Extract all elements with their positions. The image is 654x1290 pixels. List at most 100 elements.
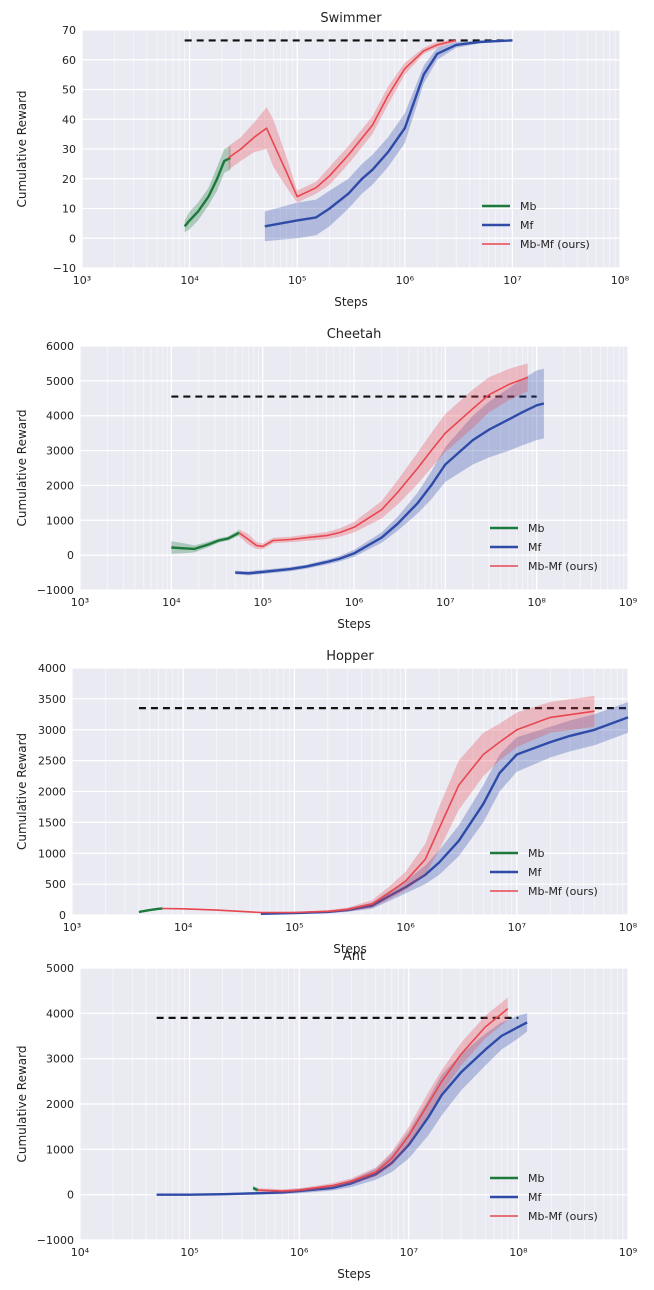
- y-tick-label: −1000: [37, 1234, 74, 1247]
- line-mb: [138, 907, 163, 914]
- y-tick-label: 2000: [46, 1098, 74, 1111]
- x-axis-label: Steps: [334, 295, 368, 309]
- band-mf: [260, 702, 628, 915]
- y-tick-label: 1000: [46, 1143, 74, 1156]
- y-axis-label: Cumulative Reward: [15, 91, 29, 208]
- y-tick-label: 4000: [46, 1007, 74, 1020]
- line-mb-mf-ours-: [228, 39, 457, 198]
- x-tick-label: 10³: [63, 921, 81, 934]
- x-tick-label: 10⁷: [400, 1246, 418, 1259]
- x-tick-label: 10⁸: [527, 596, 546, 609]
- y-tick-label: 3500: [38, 693, 66, 706]
- y-tick-label: 1000: [46, 514, 74, 527]
- x-tick-label: 10⁴: [180, 274, 199, 287]
- y-tick-label: 5000: [46, 962, 74, 975]
- x-tick-label: 10⁷: [503, 274, 521, 287]
- x-tick-label: 10⁶: [290, 1246, 309, 1259]
- x-tick-label: 10⁸: [611, 274, 630, 287]
- chart-hopper: 10³ 10⁴ 10⁵ 10⁶ 10⁷ 10⁸ 0 500 1000 1500 2000 2500 30…: [15, 649, 638, 956]
- y-tick-label: 10: [62, 203, 76, 216]
- legend-entry: Mb: [520, 200, 536, 213]
- chart-ant: 10⁴ 10⁵ 10⁶ 10⁷ 10⁸ 10⁹ −1000 0 1000 2000 3000 4000…: [15, 949, 637, 1281]
- y-axis-label: Cumulative Reward: [15, 410, 29, 527]
- line-mb: [252, 1186, 259, 1192]
- y-tick-label: 1000: [38, 847, 66, 860]
- x-tick-label: 10⁸: [509, 1246, 528, 1259]
- y-tick-label: 500: [45, 878, 66, 891]
- legend-entry: Mf: [528, 541, 542, 554]
- y-tick-label: 70: [62, 24, 76, 37]
- y-tick-label: 6000: [46, 340, 74, 353]
- y-tick-label: 20: [62, 173, 76, 186]
- x-tick-label: 10³: [71, 596, 89, 609]
- y-tick-label: 4000: [38, 662, 66, 675]
- y-tick-label: 4000: [46, 410, 74, 423]
- band-mf: [235, 368, 544, 576]
- chart-cheetah: 10³ 10⁴ 10⁵ 10⁶ 10⁷ 10⁸ 10⁹ −1000 0 1000 2000 3000 4…: [15, 327, 637, 631]
- y-tick-label: −1000: [37, 584, 74, 597]
- y-tick-label: 0: [67, 549, 74, 562]
- band-mb-mf-ours-: [162, 695, 595, 914]
- x-tick-label: 10⁵: [180, 1246, 198, 1259]
- legend-entry: Mb: [528, 522, 544, 535]
- x-axis-label: Steps: [333, 942, 367, 956]
- x-axis-label: Steps: [337, 617, 371, 631]
- band-mb-mf-ours-: [239, 363, 528, 550]
- y-tick-label: 3000: [46, 1053, 74, 1066]
- chart-title: Cheetah: [327, 327, 382, 342]
- x-tick-label: 10⁶: [396, 274, 415, 287]
- band-mf: [264, 39, 513, 242]
- legend-entry: Mf: [528, 1191, 542, 1204]
- x-tick-label: 10⁶: [345, 596, 364, 609]
- x-tick-label: 10⁹: [619, 1246, 637, 1259]
- x-tick-label: 10⁶: [396, 921, 415, 934]
- chart-title: Swimmer: [320, 11, 382, 26]
- legend-entry: Mf: [528, 866, 542, 879]
- legend-entry: Mb-Mf (ours): [528, 1210, 598, 1223]
- band-mb-mf-ours-: [228, 38, 457, 203]
- y-axis-label: Cumulative Reward: [15, 1046, 29, 1163]
- chart-title: Hopper: [326, 649, 374, 664]
- x-tick-label: 10⁸: [619, 921, 638, 934]
- x-axis-label: Steps: [337, 1267, 371, 1281]
- y-tick-label: 0: [67, 1189, 74, 1202]
- y-tick-label: −10: [53, 262, 76, 275]
- y-axis-label: Cumulative Reward: [15, 733, 29, 850]
- line-mf: [235, 402, 545, 575]
- y-tick-label: 0: [69, 232, 76, 245]
- x-tick-label: 10⁷: [508, 921, 526, 934]
- y-tick-label: 2000: [46, 479, 74, 492]
- legend-entry: Mb-Mf (ours): [528, 560, 598, 573]
- x-tick-label: 10⁴: [71, 1246, 90, 1259]
- band-mf: [156, 1013, 528, 1196]
- line-mb-mf-ours-: [162, 710, 595, 914]
- x-tick-label: 10³: [73, 274, 91, 287]
- x-tick-label: 10⁵: [288, 274, 306, 287]
- line-mf: [264, 39, 513, 228]
- legend-entry: Mb: [528, 847, 544, 860]
- x-tick-label: 10⁴: [162, 596, 181, 609]
- x-tick-label: 10⁵: [253, 596, 271, 609]
- band-mb: [184, 146, 231, 233]
- y-tick-label: 5000: [46, 375, 74, 388]
- line-mf: [156, 1021, 528, 1196]
- line-mb-mf-ours-: [238, 376, 529, 548]
- legend-entry: Mb: [528, 1172, 544, 1185]
- chart-swimmer: 10³ 10⁴ 10⁵ 10⁶ 10⁷ 10⁸ −10 0 10 20 30 40 50 60 70 Swim…: [15, 11, 630, 309]
- y-tick-label: 3000: [46, 445, 74, 458]
- y-tick-label: 0: [59, 909, 66, 922]
- legend-entry: Mb-Mf (ours): [520, 238, 590, 251]
- y-tick-label: 50: [62, 84, 76, 97]
- y-tick-label: 2500: [38, 755, 66, 768]
- y-tick-label: 3000: [38, 724, 66, 737]
- legend-entry: Mf: [520, 219, 534, 232]
- line-mb: [183, 156, 232, 228]
- y-tick-label: 30: [62, 143, 76, 156]
- x-tick-label: 10⁵: [285, 921, 303, 934]
- line-mb-mf-ours-: [257, 1008, 509, 1192]
- y-tick-label: 1500: [38, 816, 66, 829]
- line-mb: [171, 531, 240, 551]
- y-tick-label: 60: [62, 54, 76, 67]
